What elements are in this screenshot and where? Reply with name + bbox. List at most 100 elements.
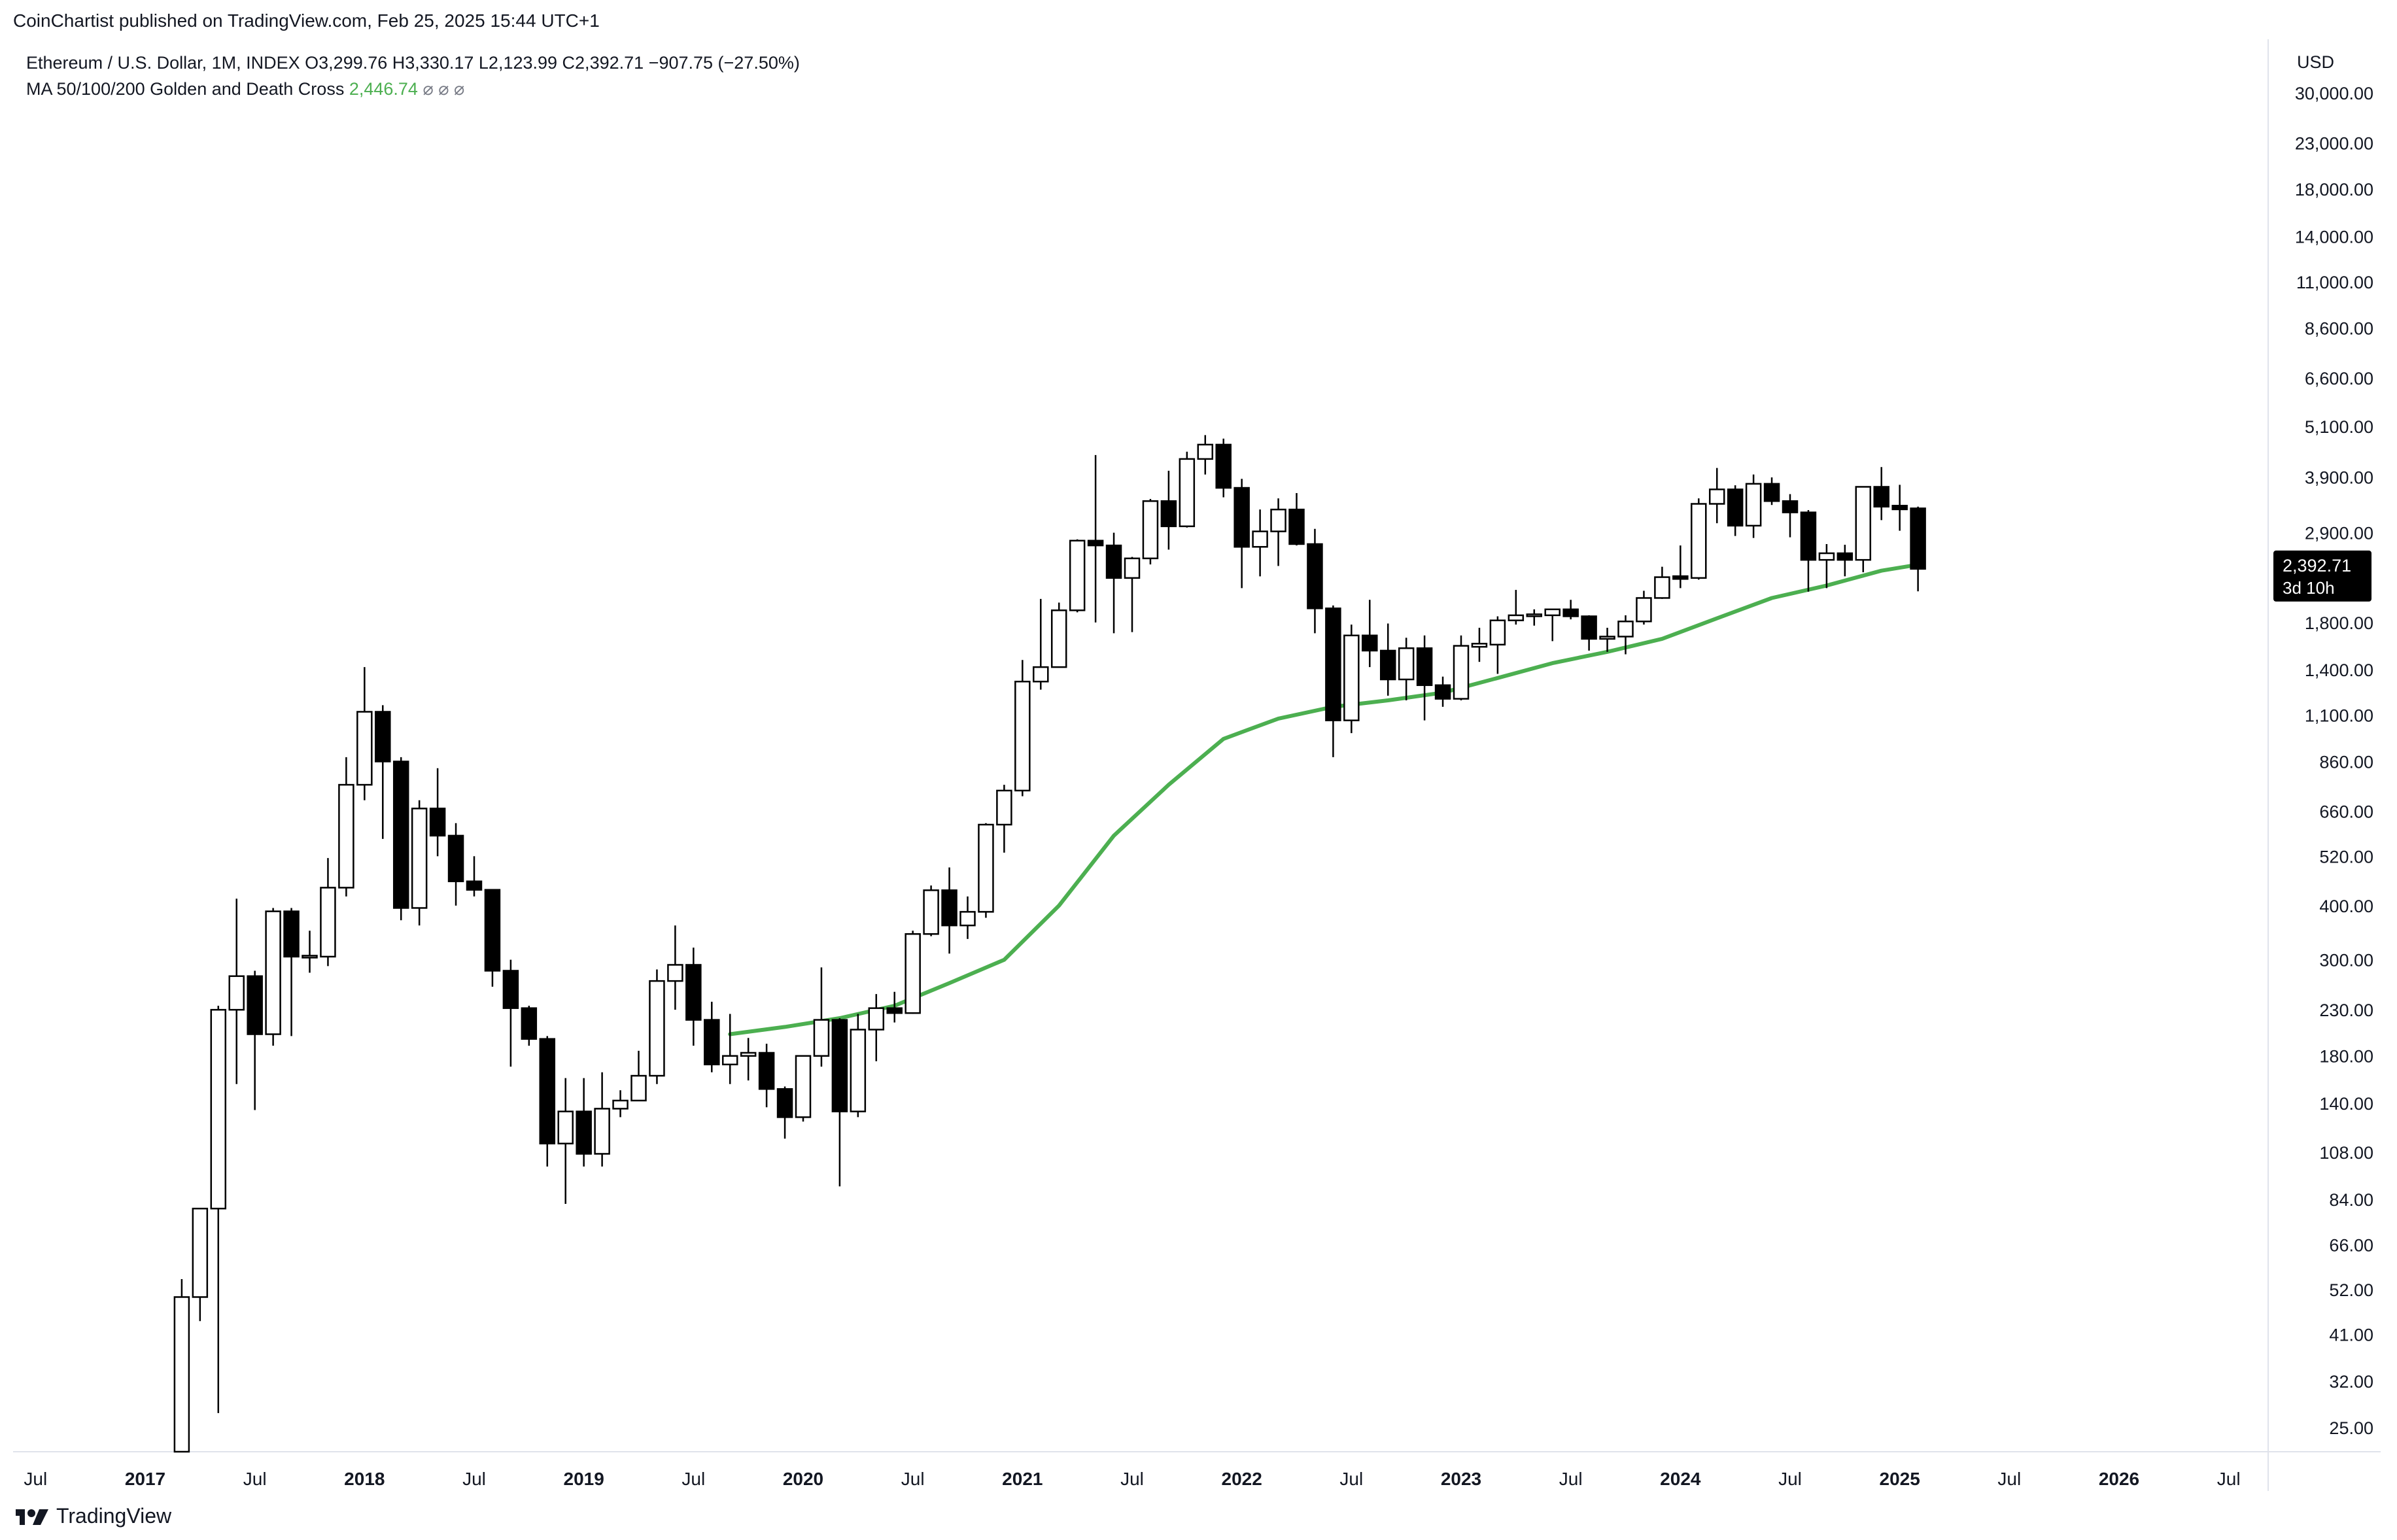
x-tick-label: 2021 xyxy=(1002,1469,1043,1489)
candle-body xyxy=(283,910,300,958)
candle-body xyxy=(375,711,391,762)
candle-body xyxy=(1818,552,1835,561)
candle xyxy=(886,991,903,1023)
candle-body xyxy=(1033,666,1049,683)
x-tick-label: Jul xyxy=(1339,1469,1363,1489)
legend-open: O3,299.76 xyxy=(305,53,388,73)
candle xyxy=(905,931,921,1014)
candle-body xyxy=(1837,552,1854,561)
candle xyxy=(1837,545,1854,577)
y-tick-label: 11,000.00 xyxy=(2296,273,2373,292)
y-tick-label: 8,600.00 xyxy=(2305,319,2373,339)
bar-countdown: 3d 10h xyxy=(2283,578,2335,598)
candle xyxy=(813,967,830,1067)
candle-body xyxy=(173,1296,190,1453)
last-price-box xyxy=(2273,550,2371,602)
x-tick-label: 2017 xyxy=(125,1469,165,1489)
candle-body xyxy=(1179,458,1196,528)
candle-body xyxy=(1544,608,1561,617)
candle-body xyxy=(612,1099,629,1110)
candle-body xyxy=(447,834,464,883)
y-tick-label: 14,000.00 xyxy=(2295,227,2373,247)
candle-body xyxy=(1014,681,1031,792)
candle xyxy=(1526,609,1543,626)
candle-body xyxy=(1562,608,1579,617)
candle xyxy=(1105,532,1122,634)
candle-body xyxy=(1379,649,1396,681)
candle-body xyxy=(557,1110,574,1144)
candle xyxy=(1197,435,1214,475)
candle xyxy=(649,969,665,1084)
candle xyxy=(1599,627,1615,652)
x-tick-label: Jul xyxy=(901,1469,925,1489)
candle xyxy=(704,1001,720,1072)
candle-body xyxy=(1526,613,1543,617)
candle-body xyxy=(1873,486,1889,508)
candle-body xyxy=(302,955,318,959)
legend-ma-row[interactable]: MA 50/100/200 Golden and Death Cross 2,4… xyxy=(26,76,800,102)
candle-body xyxy=(1636,597,1652,623)
candle-body xyxy=(466,880,483,891)
y-tick-label: 108.00 xyxy=(2319,1143,2373,1163)
candle-body xyxy=(192,1207,209,1298)
candle xyxy=(1270,498,1286,566)
candle xyxy=(630,1050,647,1102)
candle xyxy=(1215,438,1232,498)
candle-body xyxy=(1050,609,1067,668)
x-tick-label: 2025 xyxy=(1880,1469,1920,1489)
candle-body xyxy=(831,1019,848,1112)
tradingview-logo-icon xyxy=(16,1509,48,1525)
candle-body xyxy=(667,964,683,982)
candle xyxy=(228,898,245,1084)
y-tick-label: 1,400.00 xyxy=(2305,660,2373,680)
legend-symbol-row[interactable]: Ethereum / U.S. Dollar, 1M, INDEX O3,299… xyxy=(26,50,800,76)
candle xyxy=(1617,615,1634,655)
candle-body xyxy=(923,889,939,935)
candle xyxy=(1727,485,1744,536)
candle xyxy=(1124,556,1141,632)
candle-body xyxy=(1891,505,1908,511)
candle-body xyxy=(1325,607,1341,721)
y-tick-label: 25.00 xyxy=(2329,1418,2373,1438)
candle-body xyxy=(740,1052,757,1057)
candle-body xyxy=(1763,483,1780,502)
candle xyxy=(1855,486,1872,573)
candle-body xyxy=(1471,643,1488,648)
y-tick-label: 84.00 xyxy=(2329,1190,2373,1210)
candle-body xyxy=(1398,647,1415,681)
candle xyxy=(557,1078,574,1205)
candle-body xyxy=(850,1029,867,1112)
tradingview-footer[interactable]: TradingView xyxy=(16,1504,171,1528)
y-tick-label: 6,600.00 xyxy=(2305,369,2373,388)
candle-body xyxy=(502,970,519,1009)
candle-body xyxy=(1233,487,1250,548)
y-tick-label: 18,000.00 xyxy=(2295,180,2373,199)
candle xyxy=(868,994,885,1061)
candle-body xyxy=(941,889,957,927)
candle xyxy=(1160,470,1177,550)
candle-body xyxy=(1691,503,1707,579)
candle xyxy=(1069,539,1086,613)
x-tick-label: 2020 xyxy=(783,1469,823,1489)
candle xyxy=(1873,467,1889,521)
candle-body xyxy=(411,808,428,909)
y-tick-label: 23,000.00 xyxy=(2295,133,2373,153)
candle xyxy=(173,1279,190,1453)
candle xyxy=(685,948,702,1046)
candle-body xyxy=(795,1055,812,1118)
x-tick-label: Jul xyxy=(462,1469,486,1489)
price-axis: USD 30,000.00 23,000.00 18,000.00 14,000.00 1… xyxy=(2273,52,2373,1438)
candle-body xyxy=(1782,500,1799,513)
candle-body xyxy=(868,1007,885,1031)
candle xyxy=(1362,600,1378,668)
legend-ma-value: 2,446.74 xyxy=(349,79,418,99)
y-tick-label: 52.00 xyxy=(2329,1280,2373,1300)
candle-body xyxy=(247,975,263,1035)
candle-body xyxy=(704,1019,720,1066)
candle xyxy=(1581,615,1597,651)
candle xyxy=(447,823,464,906)
candle-body xyxy=(1489,619,1506,646)
candle-body xyxy=(484,889,501,972)
candle xyxy=(1544,608,1561,642)
